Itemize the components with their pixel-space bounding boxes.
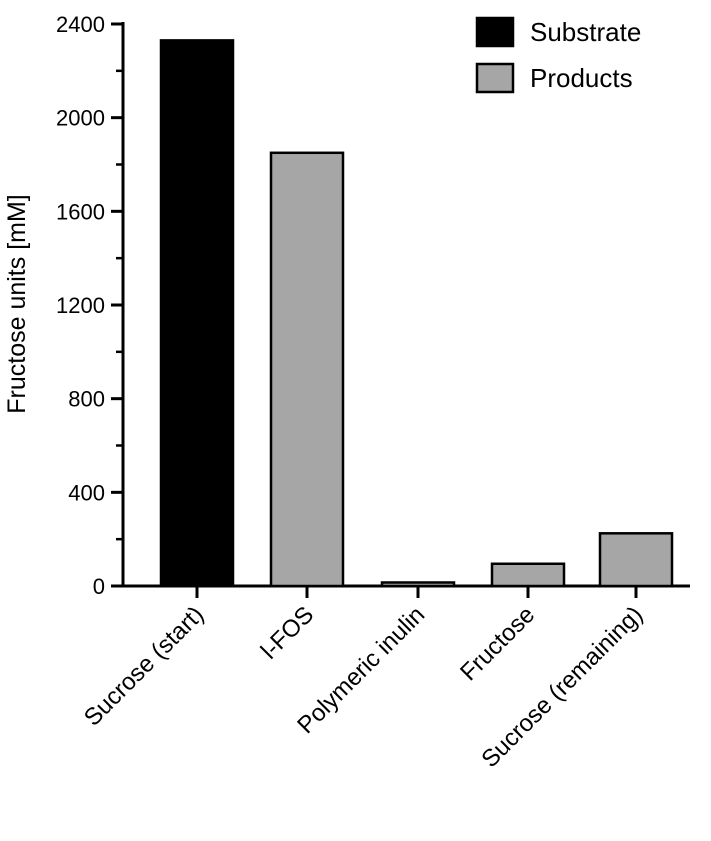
y-axis: 0 400 800 1200 1600 2000 2400 [56, 12, 125, 599]
y-tick-label: 800 [68, 387, 105, 412]
category-label: Sucrose (start) [79, 601, 209, 731]
y-tick-label: 0 [93, 574, 105, 599]
bar [269, 151, 345, 588]
category-label: l-FOS [256, 601, 319, 664]
y-tick-label: 2000 [56, 106, 105, 131]
bar [598, 532, 674, 588]
y-tick-label: 1600 [56, 199, 105, 224]
bar [159, 39, 235, 588]
legend: Substrate Products [475, 16, 641, 94]
category-label: Fructose [455, 601, 540, 686]
legend-label: Substrate [530, 17, 641, 47]
legend-swatch [475, 62, 515, 94]
y-tick-label: 2400 [56, 12, 105, 37]
x-axis [123, 584, 690, 598]
bar [380, 581, 456, 588]
bars [159, 39, 674, 588]
y-tick-label: 1200 [56, 293, 105, 318]
y-tick-label: 400 [68, 480, 105, 505]
legend-label: Products [530, 63, 633, 93]
y-axis-title: Fructose units [mM] [3, 194, 31, 414]
bar [490, 562, 566, 588]
legend-swatch [475, 16, 515, 48]
